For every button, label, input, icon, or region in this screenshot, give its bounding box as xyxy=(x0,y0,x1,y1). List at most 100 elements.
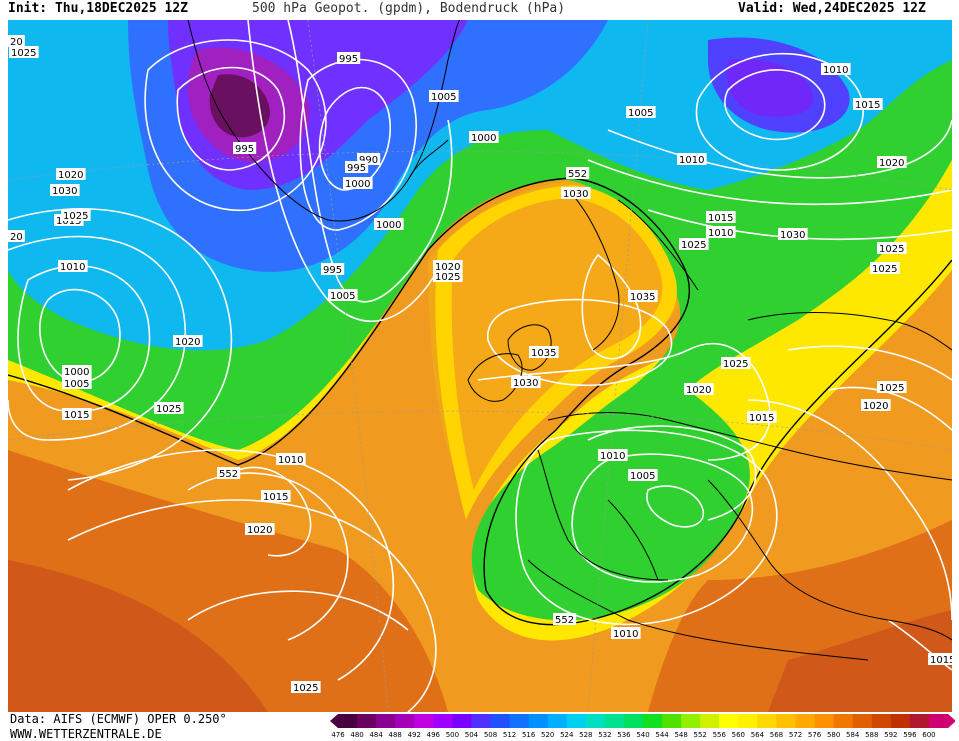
isobar-label-box xyxy=(61,209,91,221)
isobar-label-box xyxy=(861,399,891,411)
isobar-label: 1005 xyxy=(628,469,658,482)
isobar-label-text: 1005 xyxy=(630,471,655,482)
colorbar-label: 496 xyxy=(426,731,440,739)
colorbar-swatch xyxy=(852,714,873,728)
colorbar-swatch xyxy=(433,714,453,728)
isobar-label: 1020 xyxy=(245,523,275,536)
isobar-label-box xyxy=(233,142,257,154)
isobar-label: 1025 xyxy=(870,262,900,275)
isobar-label-text: 995 xyxy=(347,163,366,174)
colorbar-swatch xyxy=(833,714,854,728)
isobar-label-text: 1005 xyxy=(330,291,355,302)
isobar-label-text: 1000 xyxy=(471,133,496,144)
colorbar-label: 516 xyxy=(521,731,536,739)
isobar-label: 1010 xyxy=(598,449,628,462)
isobar-label-text: 1030 xyxy=(563,189,588,200)
colorbar-swatch xyxy=(643,714,663,728)
isobar-label-text: 1020 xyxy=(686,385,711,396)
isobar-label-box xyxy=(56,168,86,180)
colorbar-label: 492 xyxy=(407,731,421,739)
colorbar-label: 476 xyxy=(331,731,345,739)
colorbar-label: 580 xyxy=(826,731,841,739)
colorbar-swatch xyxy=(376,714,396,728)
isobar-label-box xyxy=(721,357,751,369)
isobar-label-text: 1020 xyxy=(863,401,888,412)
isobar-label-box xyxy=(679,238,709,250)
isobar-label-text: 995 xyxy=(323,265,342,276)
colorbar-label: 528 xyxy=(579,731,593,739)
isobar-label-box xyxy=(928,653,952,665)
isobar-label: 1005 xyxy=(62,377,92,390)
isobar-label-box xyxy=(778,228,808,240)
isobar-label-text: 1020 xyxy=(175,337,200,348)
isobar-label-text: 1015 xyxy=(855,100,880,111)
isobar-label-text: 1025 xyxy=(879,244,904,255)
isobar-label-box xyxy=(173,335,203,347)
colorbar-swatch xyxy=(700,714,720,728)
colorbar-label: 572 xyxy=(788,731,803,739)
isobar-label-text: 1025 xyxy=(681,240,706,251)
isobar-label-box xyxy=(337,52,361,64)
isobar-label: 1025 xyxy=(877,242,907,255)
isobar-label-text: 1010 xyxy=(278,455,303,466)
isobar-label-text: 1025 xyxy=(11,48,36,59)
isobar-label: 1000 xyxy=(374,218,404,231)
isobar-label: 1025 xyxy=(679,238,709,251)
isobar-label-box xyxy=(276,453,306,465)
colorbar-label: 480 xyxy=(350,731,364,739)
isobar-label: 1005 xyxy=(328,289,358,302)
isobar-label-box xyxy=(877,242,907,254)
contour-552 xyxy=(8,177,952,626)
isobar-label: 1025 xyxy=(721,357,751,370)
colorbar-label: 596 xyxy=(903,731,917,739)
isobar-label-text: 20 xyxy=(10,37,23,48)
isobar-label-box xyxy=(154,402,184,414)
isobar-label-text: 1010 xyxy=(60,262,85,273)
isobar-label: 1015 xyxy=(62,408,92,421)
isobar-label: 1015 xyxy=(853,98,883,111)
isobar-label-text: 1030 xyxy=(513,378,538,389)
isobar-label-box xyxy=(706,226,736,238)
isobar-label-text: 1020 xyxy=(435,262,460,273)
map-title: 500 hPa Geopot. (gpdm), Bodendruck (hPa) xyxy=(252,1,566,16)
isobar-label-text: 1010 xyxy=(823,65,848,76)
isobar-label-box xyxy=(853,98,883,110)
colorbar-swatch xyxy=(604,714,625,728)
isobar-label: 995 xyxy=(233,142,257,155)
isobar-label-text: 1005 xyxy=(431,92,456,103)
isobar-label-box xyxy=(611,627,641,639)
isobar-label-box xyxy=(628,469,658,481)
isobar-label-text: 1010 xyxy=(708,228,733,239)
isobar-label-box xyxy=(553,613,577,625)
colorbar-swatches xyxy=(330,714,955,728)
isobar-label-box xyxy=(374,218,404,230)
isobar-label-box xyxy=(217,467,241,479)
colorbar-swatch xyxy=(452,714,472,728)
isobar-label: 1030 xyxy=(561,187,591,200)
isobar-label: 1015 xyxy=(747,411,777,424)
colorbar-swatch xyxy=(623,714,644,728)
footer-bar: Data: AIFS (ECMWF) OPER 0.250° WWW.WETTE… xyxy=(0,712,959,741)
isobar-label: 1035 xyxy=(529,346,559,359)
isobar-label-box xyxy=(345,161,369,173)
colorbar-label: 552 xyxy=(693,731,707,739)
isobar-label-box xyxy=(821,63,851,75)
isobar-label-box xyxy=(684,383,714,395)
isobar-label-text: 552 xyxy=(219,469,238,480)
isobar-label: 1000 xyxy=(343,177,373,190)
colorbar-swatch xyxy=(890,714,911,728)
isobar-label: 1010 xyxy=(821,63,851,76)
isobar-label-text: 995 xyxy=(339,54,358,65)
isobar-label-text: 1005 xyxy=(628,108,653,119)
isobar-label-text: 1020 xyxy=(58,170,83,181)
colorbar-label: 508 xyxy=(483,731,498,739)
isobar-label-box xyxy=(328,289,358,301)
isobar-label-box xyxy=(62,365,92,377)
isobar-label-text: 1025 xyxy=(879,383,904,394)
isobar-label-box xyxy=(429,90,459,102)
valid-time: Valid: Wed,24DEC2025 12Z xyxy=(738,1,926,16)
isobar-label-box xyxy=(343,177,373,189)
isobar-label-text: 1020 xyxy=(879,158,904,169)
colorbar-swatch xyxy=(414,714,434,728)
isobar-label-text: 552 xyxy=(568,169,587,180)
